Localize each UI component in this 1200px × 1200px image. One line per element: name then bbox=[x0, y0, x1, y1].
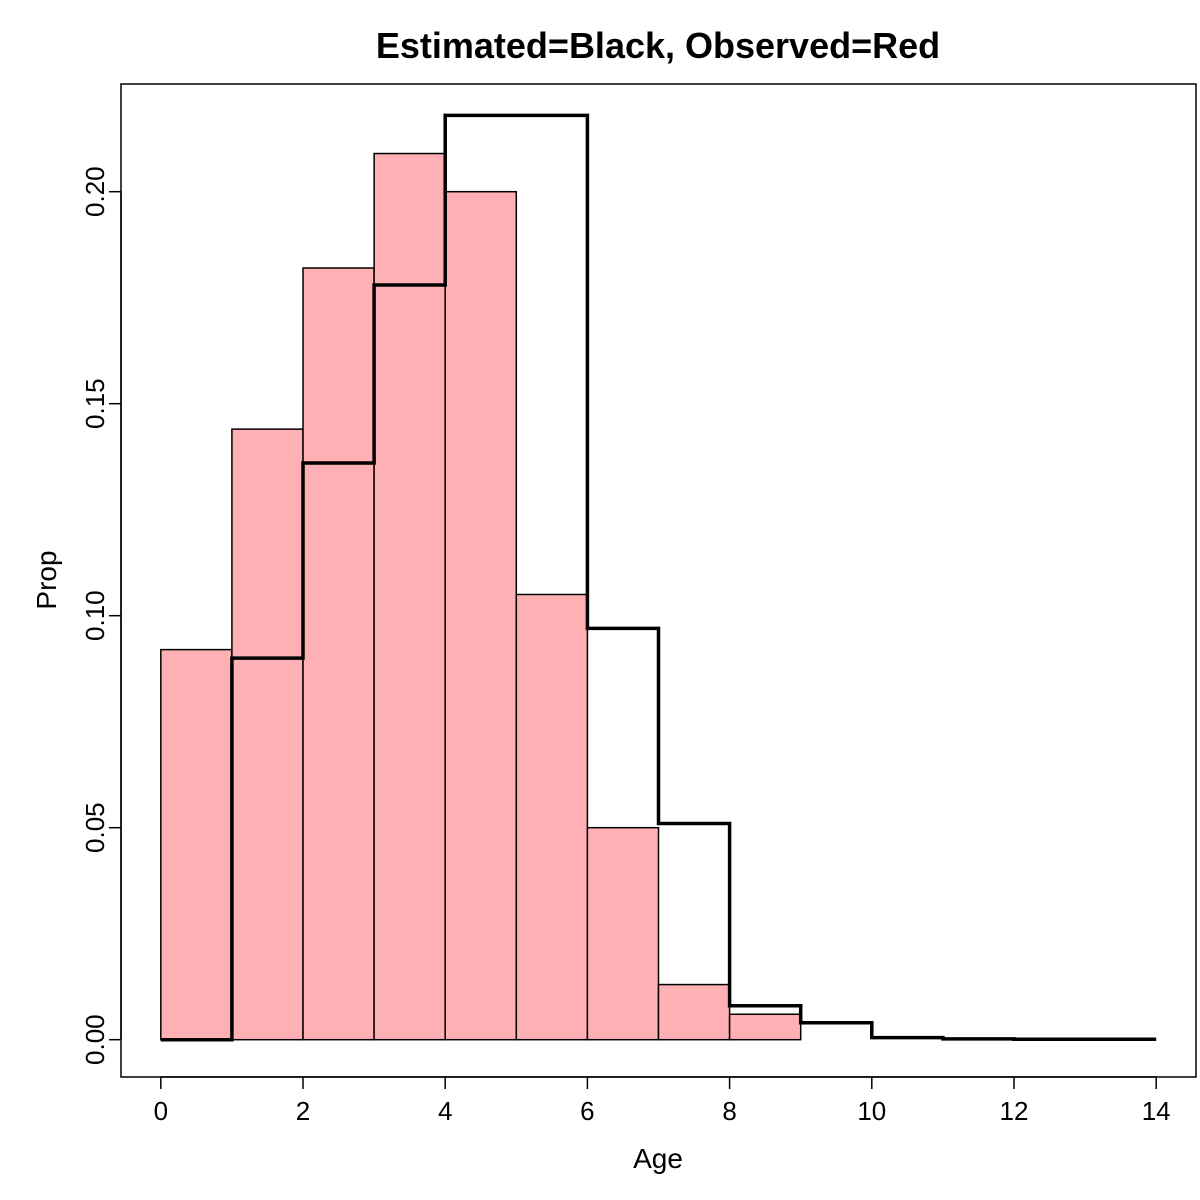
observed-bar-age-0 bbox=[160, 648, 233, 1041]
observed-bar-age-6 bbox=[586, 826, 660, 1041]
observed-bar-age-5 bbox=[515, 593, 589, 1041]
x-tick-label-2: 2 bbox=[296, 1096, 310, 1126]
x-tick-label-0: 0 bbox=[154, 1096, 168, 1126]
observed-bar-age-4 bbox=[444, 190, 518, 1041]
y-tick-label-0: 0.00 bbox=[80, 1014, 110, 1065]
y-axis: 0.00 0.05 0.10 0.15 0.20 bbox=[80, 166, 122, 1065]
x-tick-label-6: 6 bbox=[580, 1096, 594, 1126]
y-tick-label-3: 0.15 bbox=[80, 378, 110, 429]
x-tick-label-10: 10 bbox=[857, 1096, 886, 1126]
chart-title: Estimated=Black, Observed=Red bbox=[376, 25, 940, 66]
y-axis-label: Prop bbox=[31, 550, 62, 609]
y-tick-label-2: 0.10 bbox=[80, 590, 110, 641]
observed-bar-age-3 bbox=[373, 152, 446, 1041]
x-tick-label-14: 14 bbox=[1142, 1096, 1171, 1126]
y-tick-label-4: 0.20 bbox=[80, 166, 110, 217]
observed-bars bbox=[160, 152, 802, 1041]
x-tick-label-8: 8 bbox=[722, 1096, 736, 1126]
y-tick-label-1: 0.05 bbox=[80, 802, 110, 853]
x-axis: 0 2 4 6 8 10 12 14 bbox=[154, 1076, 1171, 1126]
observed-bar-age-7 bbox=[657, 983, 731, 1041]
x-axis-label: Age bbox=[633, 1143, 683, 1174]
x-tick-label-12: 12 bbox=[1000, 1096, 1029, 1126]
x-tick-label-4: 4 bbox=[438, 1096, 452, 1126]
observed-bar-age-1 bbox=[231, 428, 304, 1041]
estimated-step-path bbox=[160, 113, 1157, 1042]
observed-bar-age-8 bbox=[728, 1013, 802, 1041]
estimated-step-line bbox=[160, 113, 1157, 1042]
observed-bar-age-2 bbox=[302, 267, 375, 1041]
